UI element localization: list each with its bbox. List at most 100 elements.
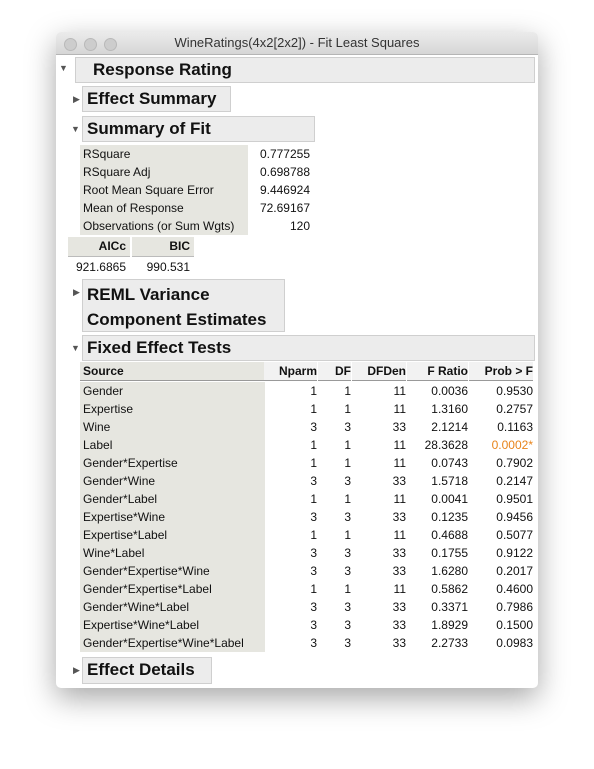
cell: 3 xyxy=(344,564,351,578)
cell: 11 xyxy=(393,456,406,470)
row-label: Gender*Expertise*Wine xyxy=(80,562,265,580)
cell: 1 xyxy=(310,582,317,596)
column-header: Nparm xyxy=(264,362,317,381)
cell: 1 xyxy=(310,438,317,452)
cell: 0.9501 xyxy=(496,492,533,506)
section-header: Summary of Fit xyxy=(82,116,315,142)
cell: 1 xyxy=(344,456,351,470)
cell: 1 xyxy=(310,456,317,470)
cell: 0.0743 xyxy=(431,456,468,470)
cell: 0.1163 xyxy=(497,420,533,434)
cell: 921.6865 xyxy=(75,260,126,274)
row-label: Gender*Expertise xyxy=(80,454,265,472)
cell: 0.2017 xyxy=(496,564,533,578)
cell: 33 xyxy=(392,564,406,578)
cell: 11 xyxy=(393,402,406,416)
section-header: Effect Details xyxy=(82,657,212,684)
column-header: DFDen xyxy=(352,362,406,381)
row-value: 0.698788 xyxy=(259,165,310,179)
cell: 0.3371 xyxy=(431,600,468,614)
column-header: F Ratio xyxy=(407,362,468,381)
column-header: BIC xyxy=(132,237,194,257)
cell: 33 xyxy=(392,510,406,524)
cell: 0.9456 xyxy=(496,510,533,524)
cell: 1 xyxy=(310,492,317,506)
cell: 2.1214 xyxy=(431,420,468,434)
column-header: AICc xyxy=(68,237,130,257)
row-label: Expertise*Wine xyxy=(80,508,265,526)
window-title: WineRatings(4x2[2x2]) - Fit Least Square… xyxy=(174,35,420,50)
minimize-button[interactable] xyxy=(84,38,97,51)
cell: 3 xyxy=(310,546,317,560)
cell: 1 xyxy=(344,402,351,416)
cell: 3 xyxy=(344,636,351,650)
section-header: REML Variance Component Estimates xyxy=(82,279,285,332)
disclosure-toggle[interactable]: ▶ xyxy=(73,94,80,104)
cell: 1 xyxy=(344,528,351,542)
cell: 0.7986 xyxy=(496,600,533,614)
cell: 0.9122 xyxy=(496,546,533,560)
cell: 3 xyxy=(344,546,351,560)
row-label: Gender*Expertise*Label xyxy=(80,580,265,598)
disclosure-toggle[interactable]: ▼ xyxy=(59,63,68,73)
close-button[interactable] xyxy=(64,38,77,51)
row-label: Gender*Label xyxy=(80,490,265,508)
cell: 0.5862 xyxy=(431,582,468,596)
row-label: Gender xyxy=(80,382,265,400)
cell: 3 xyxy=(310,420,317,434)
row-label: Mean of Response xyxy=(80,199,248,217)
zoom-button[interactable] xyxy=(104,38,117,51)
column-header: Prob > F xyxy=(469,362,533,381)
row-label: Wine xyxy=(80,418,265,436)
column-header: DF xyxy=(318,362,351,381)
cell: 3 xyxy=(310,474,317,488)
section-header: Response Rating xyxy=(75,57,535,83)
cell: 3 xyxy=(344,474,351,488)
cell: 3 xyxy=(310,618,317,632)
cell: 1 xyxy=(310,384,317,398)
disclosure-toggle[interactable]: ▼ xyxy=(71,343,80,353)
cell: 0.5077 xyxy=(496,528,533,542)
cell: 990.531 xyxy=(146,260,190,274)
section-header: Effect Summary xyxy=(82,86,231,112)
cell: 0.1500 xyxy=(496,618,533,632)
cell: 1.3160 xyxy=(431,402,468,416)
row-label: Wine*Label xyxy=(80,544,265,562)
row-value: 9.446924 xyxy=(259,183,310,197)
row-label: Expertise*Label xyxy=(80,526,265,544)
disclosure-toggle[interactable]: ▼ xyxy=(71,124,80,134)
cell: 0.2757 xyxy=(496,402,533,416)
window: WineRatings(4x2[2x2]) - Fit Least Square… xyxy=(56,32,538,688)
cell: 1 xyxy=(344,438,351,452)
cell: 1 xyxy=(344,582,351,596)
row-value: 72.69167 xyxy=(259,201,310,215)
cell: 11 xyxy=(393,492,406,506)
cell: 33 xyxy=(392,636,406,650)
cell: 11 xyxy=(393,384,406,398)
cell: 3 xyxy=(310,600,317,614)
cell: 11 xyxy=(393,438,406,452)
cell: 11 xyxy=(393,528,406,542)
cell: 2.2733 xyxy=(431,636,468,650)
cell: 3 xyxy=(310,636,317,650)
cell: 0.0036 xyxy=(431,384,468,398)
cell: 1.8929 xyxy=(431,618,468,632)
cell: 0.0002* xyxy=(491,438,533,452)
cell: 1.6280 xyxy=(431,564,468,578)
row-label: Gender*Wine*Label xyxy=(80,598,265,616)
cell: 33 xyxy=(392,618,406,632)
disclosure-toggle[interactable]: ▶ xyxy=(73,287,80,297)
cell: 33 xyxy=(392,600,406,614)
cell: 0.2147 xyxy=(496,474,533,488)
cell: 33 xyxy=(392,546,406,560)
cell: 3 xyxy=(344,510,351,524)
cell: 3 xyxy=(310,564,317,578)
disclosure-toggle[interactable]: ▶ xyxy=(73,665,80,675)
row-label: Label xyxy=(80,436,265,454)
cell: 33 xyxy=(392,474,406,488)
column-header: Source xyxy=(80,362,265,381)
cell: 3 xyxy=(310,510,317,524)
cell: 28.3628 xyxy=(424,438,468,452)
cell: 0.0041 xyxy=(431,492,468,506)
